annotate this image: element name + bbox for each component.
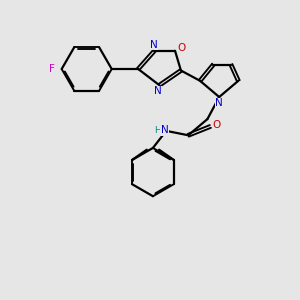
Text: F: F [49, 64, 55, 74]
Text: H: H [154, 126, 161, 135]
Text: O: O [177, 43, 186, 53]
Text: O: O [213, 120, 221, 130]
Text: N: N [150, 40, 158, 50]
Text: N: N [215, 98, 223, 109]
Text: N: N [154, 86, 162, 96]
Text: N: N [161, 125, 169, 135]
